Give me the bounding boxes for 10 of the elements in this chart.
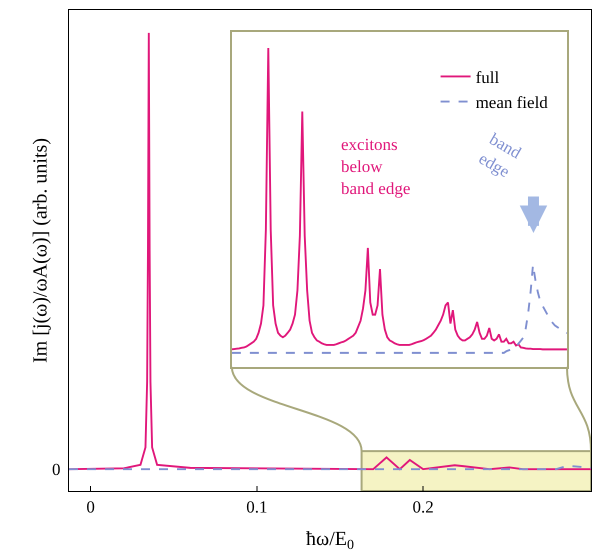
legend-label: full bbox=[476, 68, 500, 88]
x-tick-label: 0.1 bbox=[246, 498, 268, 517]
x-tick-label: 0.2 bbox=[412, 498, 434, 517]
legend-label: mean field bbox=[476, 93, 548, 112]
x-tick-label: 0 bbox=[86, 498, 95, 517]
x-axis-title: ħω/E$_{0}$ bbox=[306, 528, 354, 554]
annotation: excitons below band edge bbox=[341, 135, 410, 198]
annotation: band edge bbox=[476, 129, 525, 182]
y-axis-title: Im [j(ω)/ωA(ω)] (arb. units) bbox=[29, 138, 52, 363]
text: 0 bbox=[52, 460, 60, 479]
